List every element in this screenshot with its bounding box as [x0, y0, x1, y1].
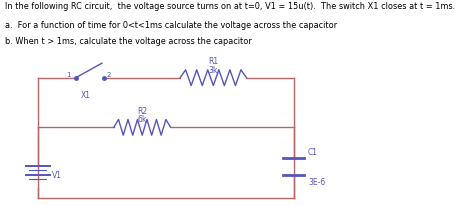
Text: X1: X1	[81, 91, 91, 99]
Text: 2: 2	[107, 71, 111, 77]
Text: R2: R2	[137, 107, 147, 115]
Text: 1: 1	[67, 71, 71, 77]
Text: a.  For a function of time for 0<t<1ms calculate the voltage across the capacito: a. For a function of time for 0<t<1ms ca…	[5, 21, 337, 29]
Text: 6k: 6k	[137, 115, 147, 124]
Text: 3E-6: 3E-6	[308, 177, 325, 186]
Text: 3k: 3k	[209, 65, 218, 74]
Text: R1: R1	[208, 57, 219, 66]
Text: C1: C1	[308, 148, 318, 157]
Text: In the following RC circuit,  the voltage source turns on at t=0, V1 = 15u(t).  : In the following RC circuit, the voltage…	[5, 2, 455, 11]
Text: V1: V1	[52, 171, 62, 180]
Text: b. When t > 1ms, calculate the voltage across the capacitor: b. When t > 1ms, calculate the voltage a…	[5, 37, 252, 46]
